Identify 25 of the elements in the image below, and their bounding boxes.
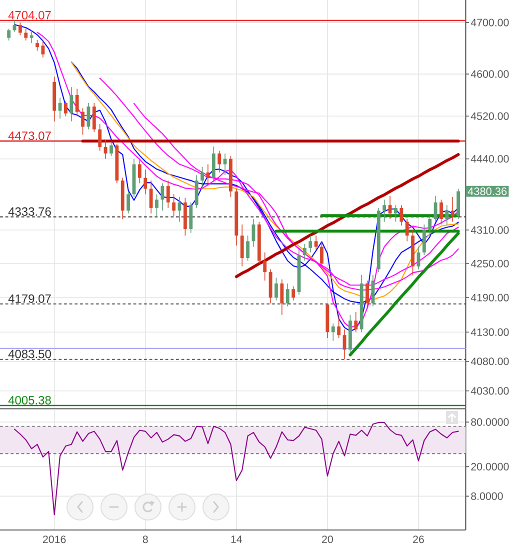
ref-line-label: 4083.50 xyxy=(8,350,51,358)
y-tick-label: 4190.00 xyxy=(470,294,509,302)
y-tick-label: 20.0000 xyxy=(471,462,509,470)
y-tick-label: 4030.00 xyxy=(470,387,509,395)
y-tick-label: 4310.00 xyxy=(470,226,509,234)
y-tick-label: 4700.00 xyxy=(470,18,509,26)
text: 4380.36 xyxy=(468,187,507,196)
y-tick-label: 4130.00 xyxy=(470,328,509,336)
ref-line-label: 4005.38 xyxy=(8,396,51,404)
y-tick-label: 4520.00 xyxy=(470,112,509,120)
ref-line-label: 4704.07 xyxy=(8,10,51,20)
x-tick-label: 14 xyxy=(231,536,242,543)
y-tick-label: 8.0000 xyxy=(471,492,503,500)
y-tick-label: 4440.00 xyxy=(470,155,509,163)
y-tick-label: 4250.00 xyxy=(470,260,509,268)
y-tick-label: 4080.00 xyxy=(470,358,509,366)
ref-line-label: 4473.07 xyxy=(8,132,51,140)
ref-line-label: 4179.07 xyxy=(8,294,51,303)
y-tick-label: 4600.00 xyxy=(470,70,509,78)
x-tick-label: 26 xyxy=(413,536,424,544)
x-tick-label: 20 xyxy=(322,536,333,544)
ref-line-label: 4333.76 xyxy=(8,207,51,216)
x-tick-label: 2016 xyxy=(43,536,66,544)
y-tick-label: 80.0000 xyxy=(471,418,509,426)
x-tick-label: 8 xyxy=(142,536,148,544)
